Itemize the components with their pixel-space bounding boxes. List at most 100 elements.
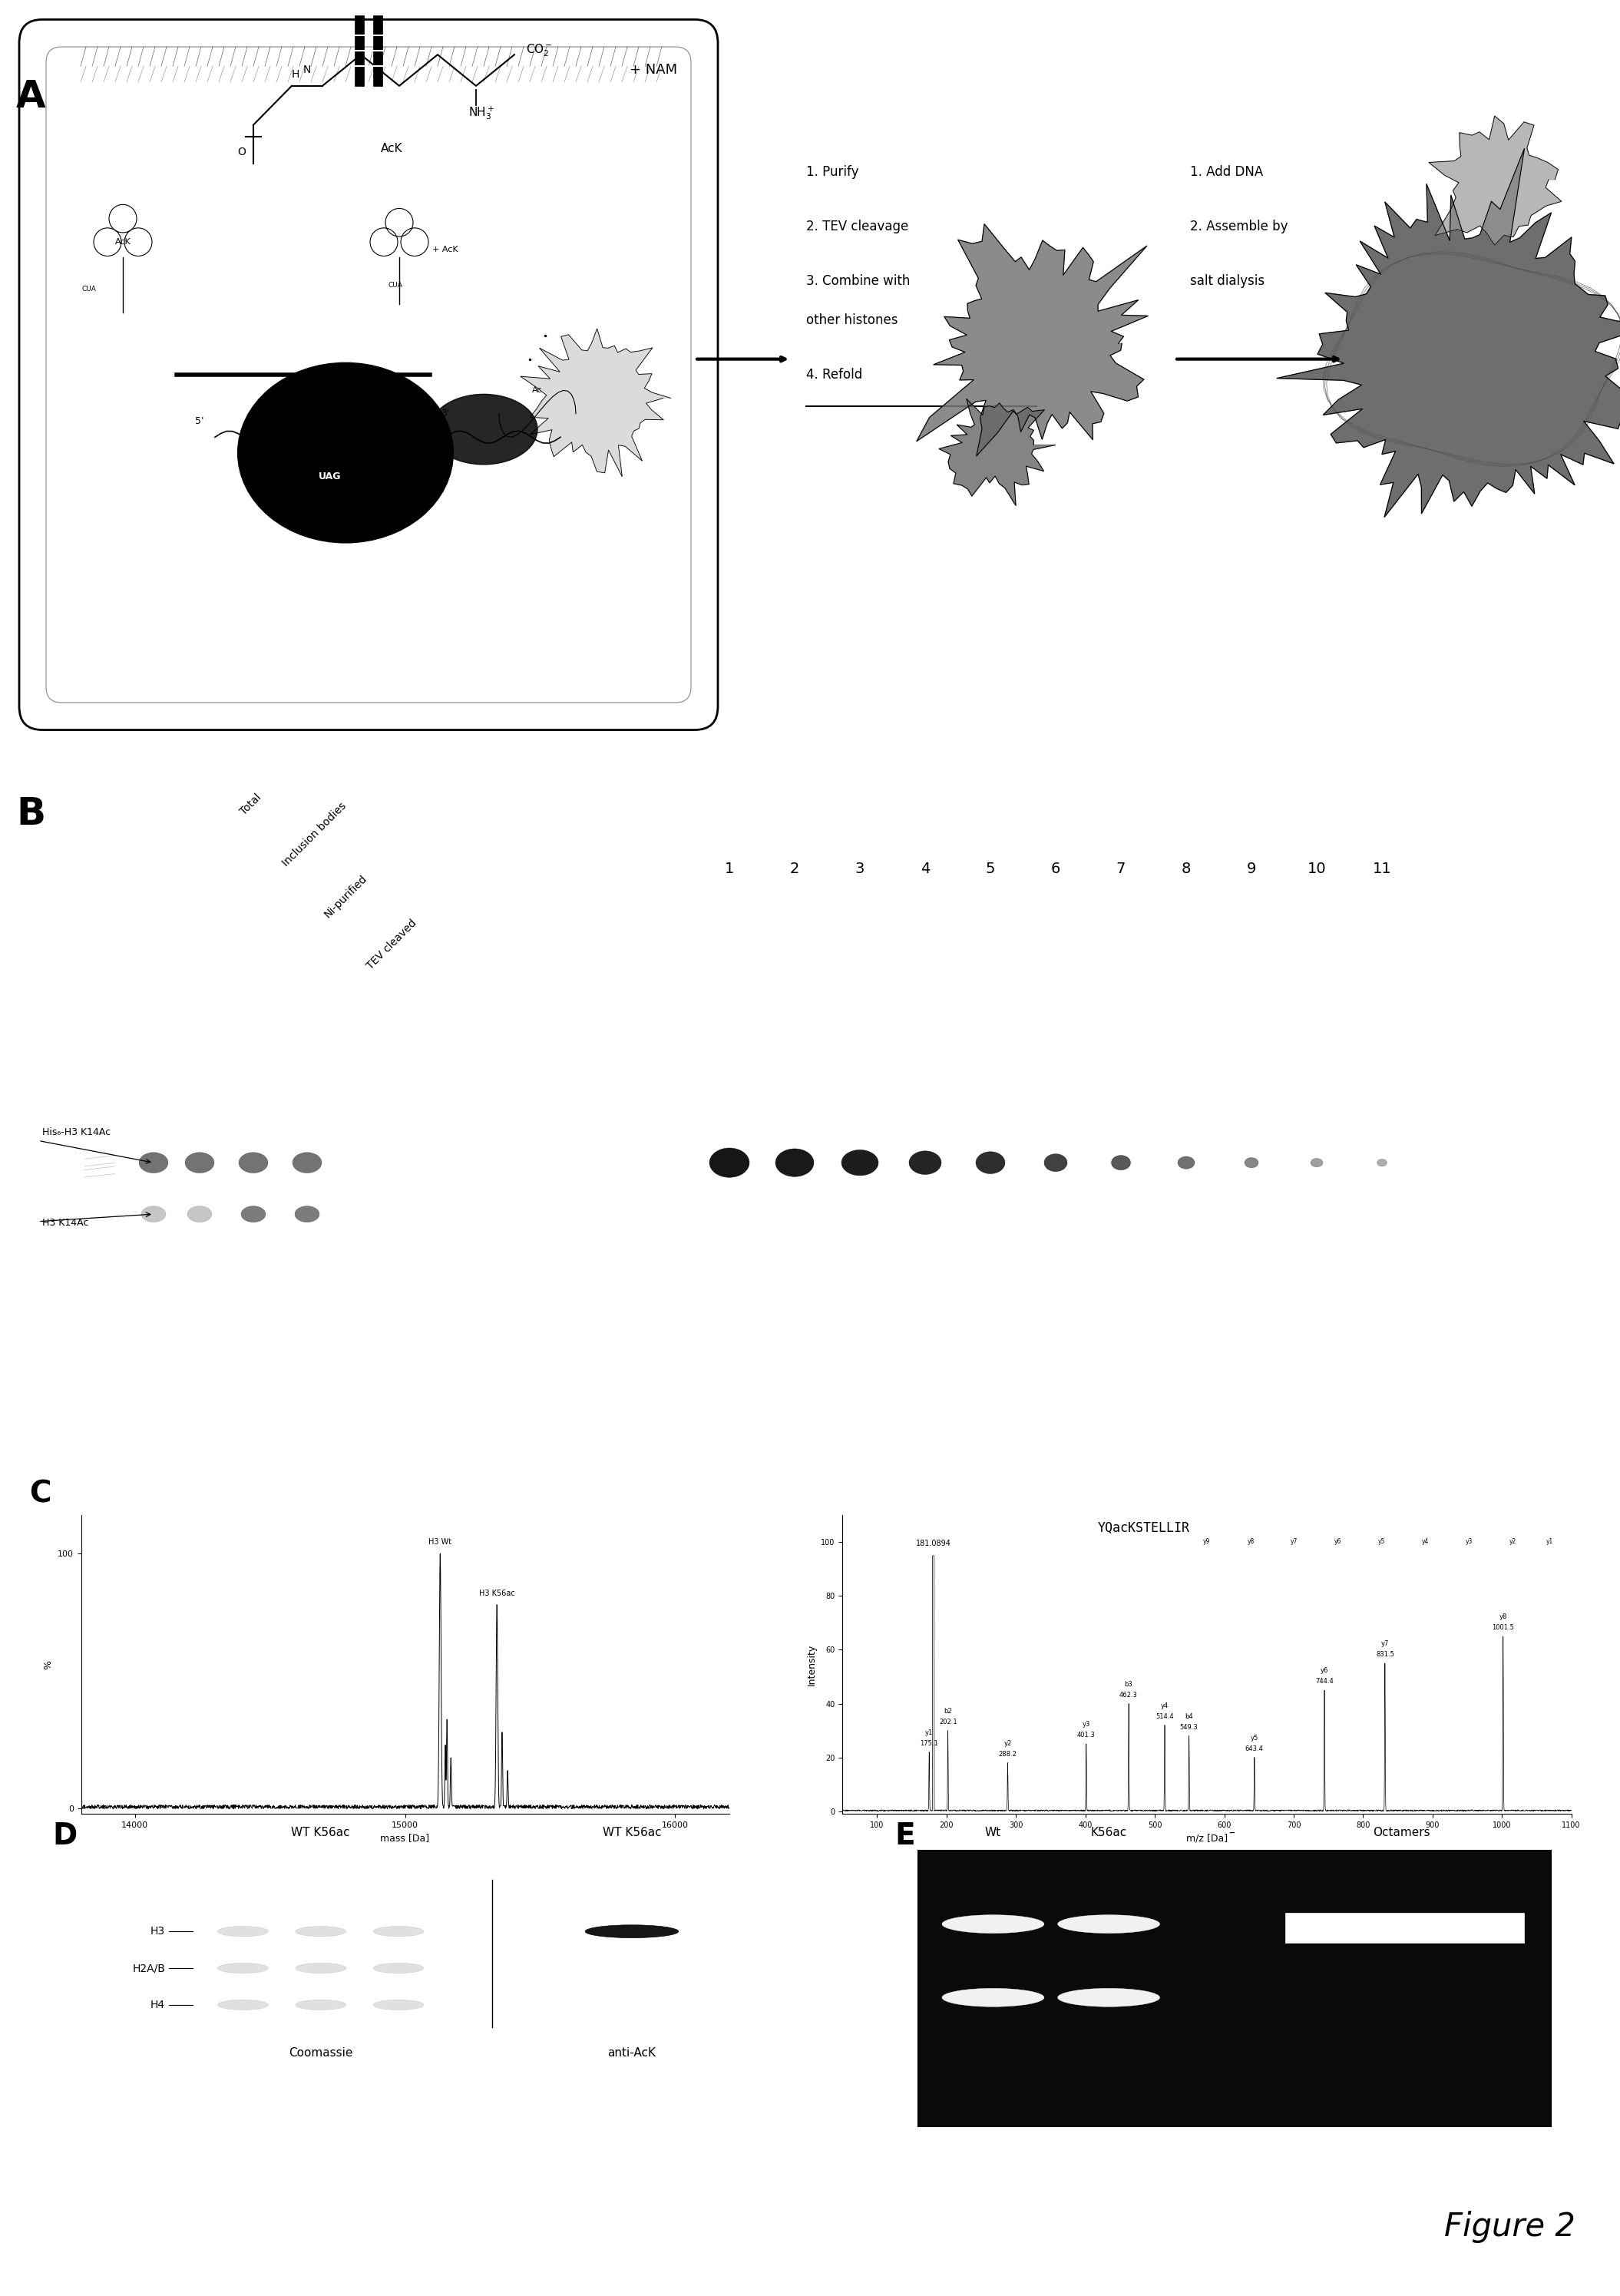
Text: y4: y4 xyxy=(1422,1538,1429,1545)
Text: + NAM: + NAM xyxy=(630,64,677,78)
Ellipse shape xyxy=(1244,1157,1259,1169)
Text: CUA: CUA xyxy=(389,282,403,289)
Text: 288.2: 288.2 xyxy=(998,1750,1017,1756)
Polygon shape xyxy=(520,328,671,478)
FancyBboxPatch shape xyxy=(19,21,718,730)
Text: E: E xyxy=(894,1821,915,1851)
Text: D: D xyxy=(52,1821,78,1851)
X-axis label: m/z [Da]: m/z [Da] xyxy=(1186,1832,1228,1844)
Text: y3: y3 xyxy=(1082,1722,1090,1729)
Ellipse shape xyxy=(1045,1155,1068,1171)
Ellipse shape xyxy=(1111,1155,1131,1171)
Polygon shape xyxy=(1429,115,1562,246)
Text: B: B xyxy=(16,794,45,831)
Text: 2. TEV cleavage: 2. TEV cleavage xyxy=(807,220,909,234)
Text: 462.3: 462.3 xyxy=(1119,1692,1137,1699)
Text: + AcK: + AcK xyxy=(433,246,458,253)
Ellipse shape xyxy=(241,1205,266,1221)
Ellipse shape xyxy=(1377,1159,1387,1166)
Text: y7: y7 xyxy=(1380,1639,1388,1646)
Ellipse shape xyxy=(217,1926,269,1936)
Text: UAG: UAG xyxy=(319,471,342,482)
Text: WT K56ac: WT K56ac xyxy=(292,1825,350,1839)
Polygon shape xyxy=(940,400,1055,505)
Text: b3: b3 xyxy=(1124,1681,1132,1688)
Text: y2: y2 xyxy=(1004,1740,1013,1747)
Text: H3 K56ac: H3 K56ac xyxy=(480,1589,515,1598)
Ellipse shape xyxy=(188,1205,212,1221)
Polygon shape xyxy=(1277,149,1620,517)
Text: 175.1: 175.1 xyxy=(920,1740,938,1747)
Ellipse shape xyxy=(710,1148,750,1178)
Text: 1. Add DNA: 1. Add DNA xyxy=(1191,165,1264,179)
Text: WT K56ac: WT K56ac xyxy=(603,1825,661,1839)
Text: y5: y5 xyxy=(1379,1538,1385,1545)
Ellipse shape xyxy=(1058,1915,1160,1933)
Y-axis label: Intensity: Intensity xyxy=(807,1644,816,1685)
Text: 11: 11 xyxy=(1372,861,1392,877)
Text: –: – xyxy=(1228,1825,1234,1839)
Text: 9: 9 xyxy=(1247,861,1256,877)
Text: TEV cleaved: TEV cleaved xyxy=(364,918,418,971)
Text: other histones: other histones xyxy=(807,312,897,326)
Text: y5: y5 xyxy=(1251,1733,1259,1740)
Ellipse shape xyxy=(295,2000,347,2009)
Text: K56ac: K56ac xyxy=(1090,1825,1128,1839)
Text: y4: y4 xyxy=(1162,1701,1168,1708)
Text: His₆-H3 K14Ac: His₆-H3 K14Ac xyxy=(42,1127,110,1137)
Text: 401.3: 401.3 xyxy=(1077,1731,1095,1738)
Ellipse shape xyxy=(841,1150,878,1176)
Text: Ni-purified: Ni-purified xyxy=(322,872,369,921)
Text: 6: 6 xyxy=(1051,861,1061,877)
Text: 202.1: 202.1 xyxy=(940,1717,957,1724)
Text: CO$_2^-$: CO$_2^-$ xyxy=(526,44,552,60)
Ellipse shape xyxy=(293,1153,322,1173)
Text: anti-AcK: anti-AcK xyxy=(608,2046,656,2060)
Polygon shape xyxy=(917,225,1149,457)
Ellipse shape xyxy=(139,1153,168,1173)
Text: A: A xyxy=(16,78,45,115)
X-axis label: mass [Da]: mass [Da] xyxy=(381,1832,429,1844)
Text: 831.5: 831.5 xyxy=(1375,1651,1395,1658)
Ellipse shape xyxy=(429,395,538,464)
Text: C: C xyxy=(29,1479,52,1508)
Ellipse shape xyxy=(373,2000,424,2009)
Ellipse shape xyxy=(217,1963,269,1972)
Ellipse shape xyxy=(776,1148,813,1176)
Text: salt dialysis: salt dialysis xyxy=(1191,273,1265,287)
Text: y3: y3 xyxy=(1466,1538,1473,1545)
Text: 181.0894: 181.0894 xyxy=(915,1541,951,1548)
Ellipse shape xyxy=(943,1988,1043,2007)
Text: y6: y6 xyxy=(1335,1538,1341,1545)
Ellipse shape xyxy=(141,1205,165,1221)
Text: 7: 7 xyxy=(1116,861,1126,877)
Ellipse shape xyxy=(185,1153,214,1173)
Text: 643.4: 643.4 xyxy=(1246,1745,1264,1752)
Text: H3 K14Ac: H3 K14Ac xyxy=(42,1217,89,1228)
Ellipse shape xyxy=(1058,1988,1160,2007)
Text: 1: 1 xyxy=(724,861,734,877)
Text: y8: y8 xyxy=(1498,1614,1507,1621)
Bar xyxy=(355,16,364,85)
Ellipse shape xyxy=(238,1153,267,1173)
Text: 4: 4 xyxy=(920,861,930,877)
Text: 2. Assemble by: 2. Assemble by xyxy=(1191,220,1288,234)
Text: 8: 8 xyxy=(1181,861,1191,877)
Ellipse shape xyxy=(295,1926,347,1936)
Ellipse shape xyxy=(585,1924,679,1938)
Text: y8: y8 xyxy=(1247,1538,1254,1545)
Text: 549.3: 549.3 xyxy=(1179,1724,1199,1731)
Text: 1. Purify: 1. Purify xyxy=(807,165,859,179)
Bar xyxy=(1286,1913,1524,1942)
Text: 2: 2 xyxy=(791,861,799,877)
Ellipse shape xyxy=(373,1926,424,1936)
Text: AcK: AcK xyxy=(115,239,131,246)
Ellipse shape xyxy=(217,2000,269,2009)
Text: H: H xyxy=(292,69,300,80)
Text: Total: Total xyxy=(238,792,264,817)
Text: Coomassie: Coomassie xyxy=(288,2046,353,2060)
Ellipse shape xyxy=(1178,1157,1194,1169)
Text: b2: b2 xyxy=(944,1708,953,1715)
Text: Figure 2: Figure 2 xyxy=(1443,2211,1575,2243)
Y-axis label: %: % xyxy=(44,1660,53,1669)
